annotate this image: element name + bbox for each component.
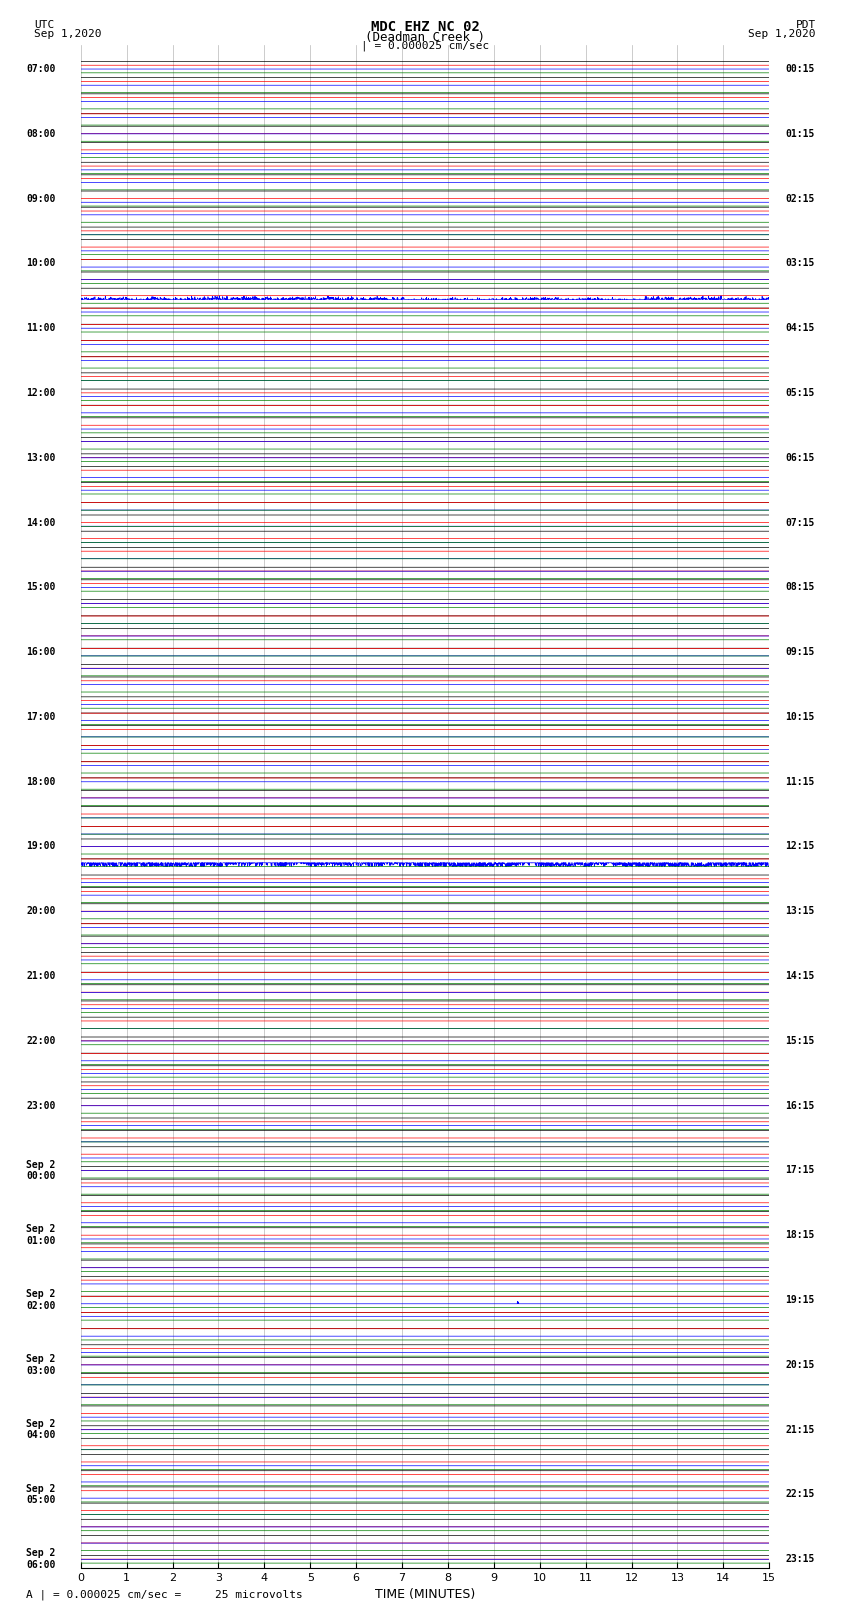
- Text: | = 0.000025 cm/sec: | = 0.000025 cm/sec: [361, 40, 489, 52]
- Text: 14:00: 14:00: [26, 518, 55, 527]
- Text: 22:15: 22:15: [785, 1489, 814, 1500]
- Text: 01:15: 01:15: [785, 129, 814, 139]
- Text: 17:00: 17:00: [26, 711, 55, 723]
- Text: 14:15: 14:15: [785, 971, 814, 981]
- Text: 13:00: 13:00: [26, 453, 55, 463]
- Text: MDC EHZ NC 02: MDC EHZ NC 02: [371, 19, 479, 34]
- Text: Sep 2
04:00: Sep 2 04:00: [26, 1419, 55, 1440]
- Text: 02:15: 02:15: [785, 194, 814, 203]
- Text: Sep 2
05:00: Sep 2 05:00: [26, 1484, 55, 1505]
- Text: 04:15: 04:15: [785, 323, 814, 334]
- Text: 18:00: 18:00: [26, 777, 55, 787]
- Text: 12:15: 12:15: [785, 842, 814, 852]
- Text: 20:00: 20:00: [26, 907, 55, 916]
- Text: 23:15: 23:15: [785, 1555, 814, 1565]
- Text: A | = 0.000025 cm/sec =     25 microvolts: A | = 0.000025 cm/sec = 25 microvolts: [26, 1589, 303, 1600]
- Text: 09:15: 09:15: [785, 647, 814, 656]
- Text: Sep 2
03:00: Sep 2 03:00: [26, 1353, 55, 1376]
- Text: 05:15: 05:15: [785, 389, 814, 398]
- Text: 10:00: 10:00: [26, 258, 55, 268]
- Text: 03:15: 03:15: [785, 258, 814, 268]
- Text: 11:00: 11:00: [26, 323, 55, 334]
- X-axis label: TIME (MINUTES): TIME (MINUTES): [375, 1589, 475, 1602]
- Text: 21:00: 21:00: [26, 971, 55, 981]
- Text: 08:15: 08:15: [785, 582, 814, 592]
- Text: 06:15: 06:15: [785, 453, 814, 463]
- Text: 07:15: 07:15: [785, 518, 814, 527]
- Text: Sep 2
00:00: Sep 2 00:00: [26, 1160, 55, 1181]
- Text: 17:15: 17:15: [785, 1166, 814, 1176]
- Text: (Deadman Creek ): (Deadman Creek ): [365, 31, 485, 44]
- Text: 19:00: 19:00: [26, 842, 55, 852]
- Text: 23:00: 23:00: [26, 1100, 55, 1111]
- Text: 16:15: 16:15: [785, 1100, 814, 1111]
- Text: 10:15: 10:15: [785, 711, 814, 723]
- Text: Sep 2
02:00: Sep 2 02:00: [26, 1289, 55, 1311]
- Text: Sep 2
06:00: Sep 2 06:00: [26, 1548, 55, 1569]
- Text: 12:00: 12:00: [26, 389, 55, 398]
- Text: 15:15: 15:15: [785, 1036, 814, 1045]
- Text: 09:00: 09:00: [26, 194, 55, 203]
- Text: 19:15: 19:15: [785, 1295, 814, 1305]
- Text: 08:00: 08:00: [26, 129, 55, 139]
- Text: 07:00: 07:00: [26, 65, 55, 74]
- Text: 15:00: 15:00: [26, 582, 55, 592]
- Text: 13:15: 13:15: [785, 907, 814, 916]
- Text: 16:00: 16:00: [26, 647, 55, 656]
- Text: 11:15: 11:15: [785, 777, 814, 787]
- Text: 22:00: 22:00: [26, 1036, 55, 1045]
- Text: Sep 1,2020: Sep 1,2020: [749, 29, 816, 39]
- Text: 20:15: 20:15: [785, 1360, 814, 1369]
- Text: Sep 2
01:00: Sep 2 01:00: [26, 1224, 55, 1247]
- Text: UTC: UTC: [34, 19, 54, 31]
- Text: Sep 1,2020: Sep 1,2020: [34, 29, 101, 39]
- Text: PDT: PDT: [796, 19, 816, 31]
- Text: 18:15: 18:15: [785, 1231, 814, 1240]
- Text: 21:15: 21:15: [785, 1424, 814, 1434]
- Text: 00:15: 00:15: [785, 65, 814, 74]
